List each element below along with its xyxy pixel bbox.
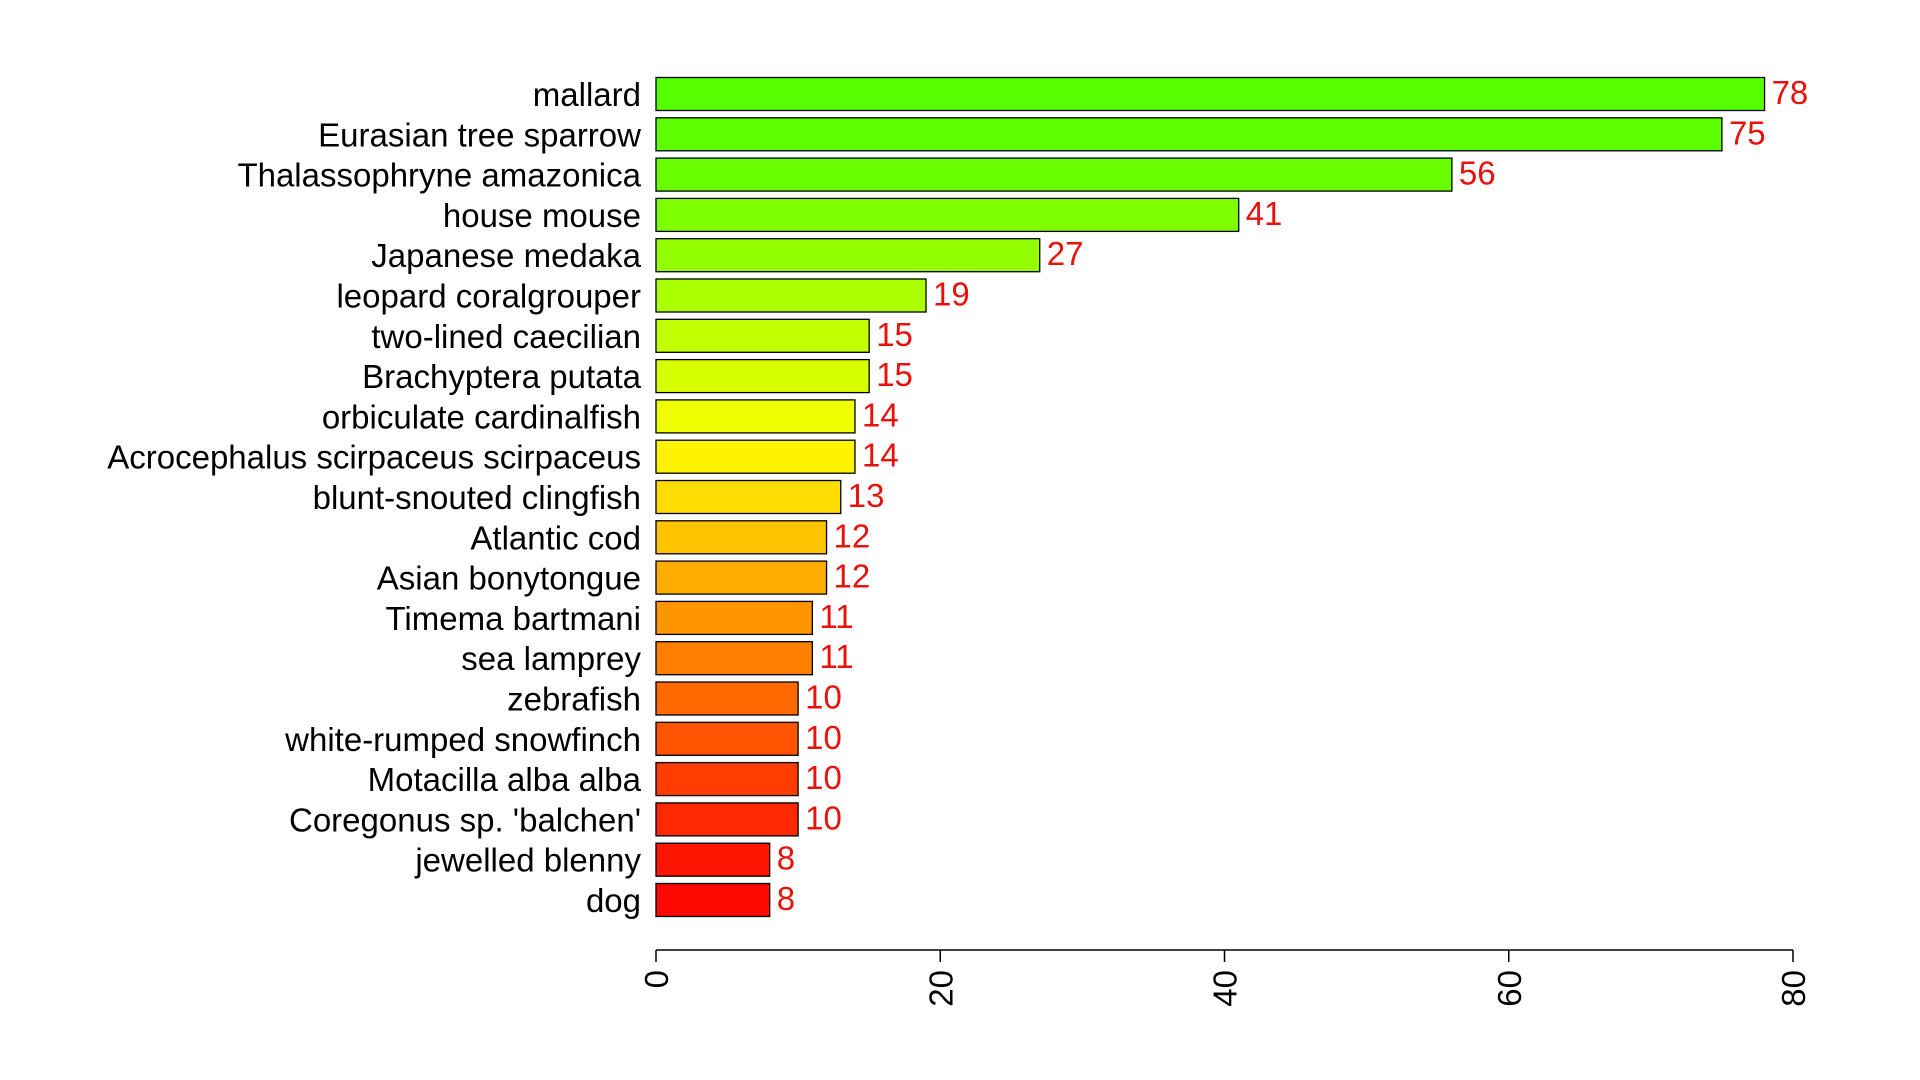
category-label-14: sea lamprey [461,640,641,677]
bar-11 [655,520,828,555]
category-label-2: Thalassophryne amazonica [237,157,641,194]
category-label-11: Atlantic cod [470,519,641,556]
bars-group [655,76,1766,918]
x-tick-label-4: 80 [1775,970,1812,1007]
category-label-15: zebrafish [507,681,641,718]
bar-7 [655,358,870,394]
x-tick-label-1: 20 [922,970,959,1007]
value-label-3: 41 [1246,195,1283,232]
category-label-8: orbiculate cardinalfish [322,398,641,435]
bar-10 [655,479,842,515]
x-tick-label-2: 40 [1207,970,1244,1007]
x-tick-label-0: 0 [638,970,675,988]
bar-1 [655,117,1723,152]
category-label-6: two-lined caecilian [371,318,641,355]
bar-15 [655,681,799,716]
value-label-10: 13 [848,477,885,514]
category-label-7: Brachyptera putata [362,358,641,395]
category-label-9: Acrocephalus scirpaceus scirpaceus [107,439,641,476]
bar-13 [655,600,813,636]
value-label-20: 8 [777,880,795,917]
bar-18 [655,802,799,837]
category-label-4: Japanese medaka [371,237,641,274]
category-label-16: white-rumped snowfinch [284,721,641,758]
value-label-8: 14 [862,396,899,433]
value-label-17: 10 [805,759,842,796]
category-label-0: mallard [533,76,641,113]
category-label-5: leopard coralgrouper [336,278,641,315]
bar-20 [655,882,771,918]
bar-14 [655,641,813,676]
bar-12 [655,560,828,595]
bar-5 [655,278,927,313]
category-label-17: Motacilla alba alba [368,761,642,798]
category-label-10: blunt-snouted clingfish [313,479,641,516]
value-label-9: 14 [862,437,899,474]
category-label-19: jewelled blenny [414,842,641,879]
bar-3 [655,197,1240,233]
value-label-4: 27 [1047,235,1084,272]
value-label-7: 15 [876,356,913,393]
value-label-12: 12 [834,558,871,595]
value-label-14: 11 [819,638,853,675]
category-label-12: Asian bonytongue [377,560,641,597]
bar-6 [655,318,870,353]
value-label-5: 19 [933,276,970,313]
bar-19 [655,842,771,877]
value-label-18: 10 [805,799,842,836]
value-label-6: 15 [876,316,913,353]
category-label-18: Coregonus sp. 'balchen' [289,801,641,838]
value-label-11: 12 [834,517,871,554]
bar-0 [655,76,1766,112]
category-label-1: Eurasian tree sparrow [318,116,641,153]
bar-9 [655,439,856,474]
value-label-16: 10 [805,719,842,756]
value-label-2: 56 [1459,155,1496,192]
x-tick-label-3: 60 [1491,970,1528,1007]
value-label-15: 10 [805,679,842,716]
x-axis: 0 20 40 60 80 [638,949,1812,1007]
bar-8 [655,399,856,434]
value-label-1: 75 [1729,114,1766,151]
category-label-3: house mouse [443,197,641,234]
bar-4 [655,238,1041,273]
bar-17 [655,761,799,797]
value-label-0: 78 [1772,74,1809,111]
bar-2 [655,157,1453,192]
category-label-13: Timema bartmani [385,600,641,637]
bar-16 [655,721,799,756]
value-label-19: 8 [777,840,795,877]
value-label-13: 11 [819,598,853,635]
category-label-20: dog [586,882,641,919]
